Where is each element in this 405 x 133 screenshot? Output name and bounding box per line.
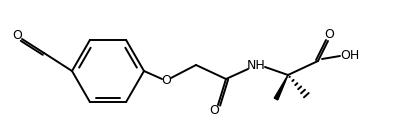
Text: OH: OH — [339, 49, 359, 61]
Text: O: O — [323, 28, 333, 41]
Polygon shape — [273, 75, 287, 100]
Text: O: O — [161, 74, 171, 88]
Text: NH: NH — [246, 59, 265, 72]
Text: O: O — [12, 28, 22, 41]
Text: O: O — [209, 105, 218, 117]
